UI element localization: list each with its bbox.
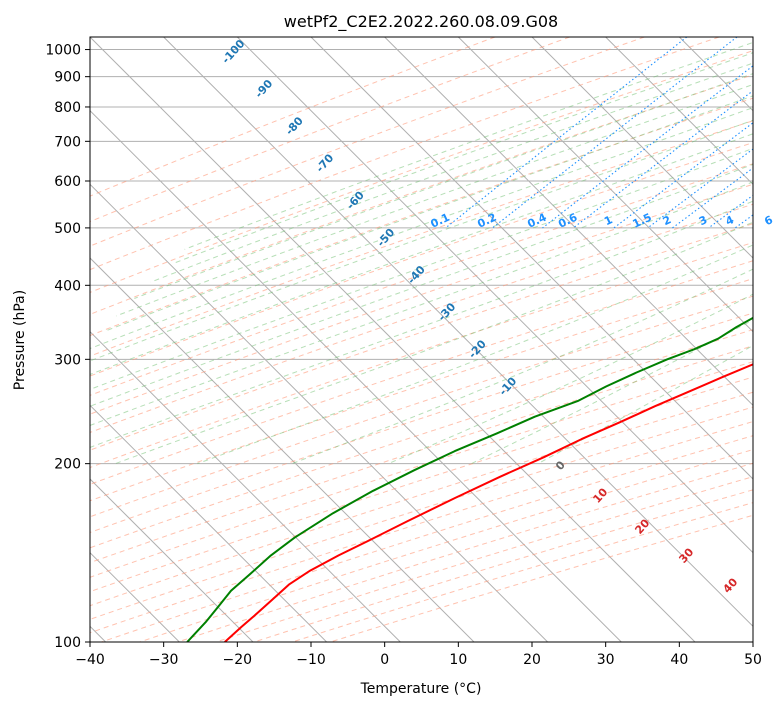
y-tick-label: 400 [54,278,81,294]
dry-adiabat [90,361,753,578]
isotherm-gridline [90,257,475,642]
isotherm-gridline [90,478,254,642]
y-tick-label: 1000 [45,43,81,59]
moist-adiabat [134,73,753,299]
dry-adiabat [90,163,753,396]
moist-adiabat [90,147,753,390]
dry-adiabat [90,241,753,469]
x-tick-label: −20 [223,652,253,668]
moist-adiabat [90,107,753,350]
moist-adiabat [184,41,753,250]
y-tick-label: 900 [54,70,81,86]
dewpoint-trace [186,316,753,642]
isotherm-gridline [163,37,753,628]
isotherm-gridline [236,37,753,554]
y-tick-label: 700 [54,134,81,150]
mixing-ratio-line [445,37,688,229]
x-tick-label: 50 [744,652,762,668]
isotherm-gridline [384,37,753,407]
x-tick-label: 20 [523,652,541,668]
x-tick-label: −10 [296,652,326,668]
x-tick-label: −40 [75,652,105,668]
chart-title: wetPf2_C2E2.2022.260.08.09.G08 [284,12,558,32]
x-tick-label: 10 [449,652,467,668]
y-axis-title: Pressure (hPa) [12,290,28,390]
moist-adiabat [90,119,753,362]
moist-adiabat [291,268,753,465]
y-tick-label: 200 [54,457,81,473]
y-tick-label: 800 [54,100,81,116]
y-tick-label: 500 [54,221,81,237]
dry-adiabat [90,50,753,293]
moist-adiabat [105,95,753,332]
x-tick-label: 30 [597,652,615,668]
moist-adiabat [115,221,753,465]
dry-adiabat [90,74,753,315]
isotherm-gridline [90,330,401,642]
moist-adiabat [90,200,753,448]
dry-adiabat [177,462,753,642]
dry-adiabat [90,329,753,549]
dry-adiabat [330,514,753,642]
dry-adiabat [90,37,496,197]
isotherm-gridline [457,37,753,333]
dry-adiabat [90,223,753,451]
mixing-ratio-line [542,65,753,229]
x-tick-label: 0 [380,652,389,668]
plot-frame [89,36,754,643]
y-tick-label: 300 [54,352,81,368]
dry-adiabat [90,391,753,607]
moist-adiabat [90,163,753,407]
dry-adiabat [101,435,753,642]
isotherm-gridline [605,37,753,186]
axes: −40 −30 −20 −10 0 10 20 30 40 50 100 200 300 400 500 60… [45,43,762,668]
dry-adiabat [90,421,753,634]
x-tick-label: −30 [149,652,179,668]
isotherm-gridline [90,109,622,642]
temperature-trace [224,363,753,642]
isotherm-gridline [90,37,696,642]
x-tick-label: 40 [670,652,688,668]
plot-content [186,37,753,642]
isotherm-gridline [90,404,328,642]
moist-adiabat [115,83,753,317]
dry-adiabat [90,312,753,534]
y-tick-label: 600 [54,174,81,190]
moist-adiabat [90,181,753,426]
dry-adiabat [90,142,753,377]
isotherm-gridline [90,183,549,642]
dry-adiabat [254,489,753,642]
mixing-ratio-line [672,167,753,229]
plot-area [90,37,753,642]
y-tick-label: 100 [54,635,81,651]
moist-adiabat [387,293,753,465]
dry-adiabat [90,295,753,518]
mixing-ratio-line [613,122,753,229]
x-axis-title: Temperature (°C) [360,681,482,697]
moist-adiabat [150,62,753,283]
